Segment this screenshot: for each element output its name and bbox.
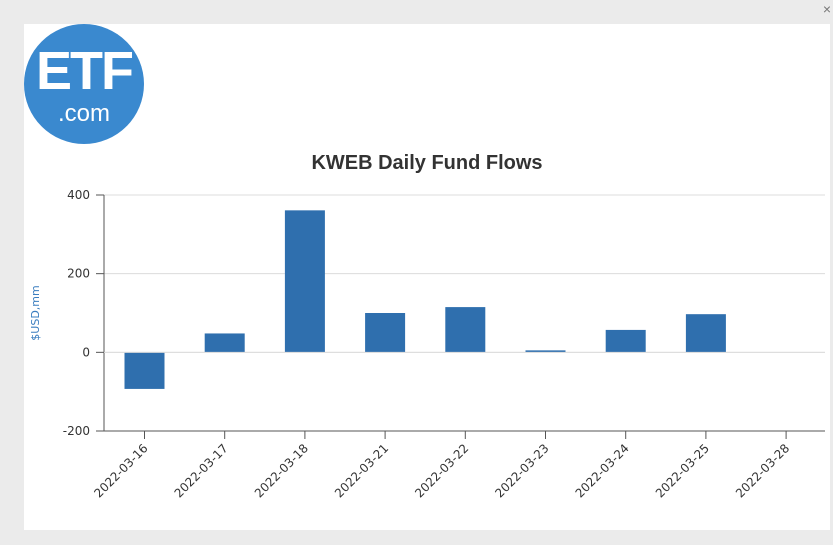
y-tick-label: 400 bbox=[67, 188, 90, 202]
bar bbox=[124, 352, 165, 389]
etf-logo: ETF .com bbox=[24, 24, 144, 144]
bar bbox=[605, 329, 646, 353]
x-tick-label: 2022-03-16 bbox=[91, 441, 150, 500]
bar bbox=[365, 313, 406, 353]
bar bbox=[525, 350, 566, 353]
x-tick-label: 2022-03-25 bbox=[653, 441, 712, 500]
y-axis-label: $USD,mm bbox=[29, 285, 42, 340]
x-tick-label: 2022-03-17 bbox=[172, 441, 231, 500]
x-tick-label: 2022-03-21 bbox=[332, 441, 391, 500]
y-tick-label: 200 bbox=[67, 267, 90, 281]
bar bbox=[204, 333, 245, 353]
bar bbox=[284, 210, 325, 353]
bar bbox=[685, 314, 726, 353]
chart-title: KWEB Daily Fund Flows bbox=[311, 152, 543, 174]
chart-panel bbox=[24, 24, 830, 530]
x-tick-label: 2022-03-24 bbox=[573, 441, 632, 500]
x-tick-label: 2022-03-23 bbox=[492, 441, 551, 500]
x-tick-label: 2022-03-22 bbox=[412, 441, 471, 500]
logo-text: ETF bbox=[36, 41, 134, 101]
x-tick-label: 2022-03-28 bbox=[733, 441, 792, 500]
x-tick-label: 2022-03-18 bbox=[252, 441, 311, 500]
close-icon[interactable]: × bbox=[822, 1, 831, 17]
y-tick-label: 0 bbox=[82, 345, 90, 359]
y-tick-label: -200 bbox=[63, 424, 90, 438]
logo-subtext: .com bbox=[57, 100, 110, 127]
bar bbox=[445, 307, 486, 353]
